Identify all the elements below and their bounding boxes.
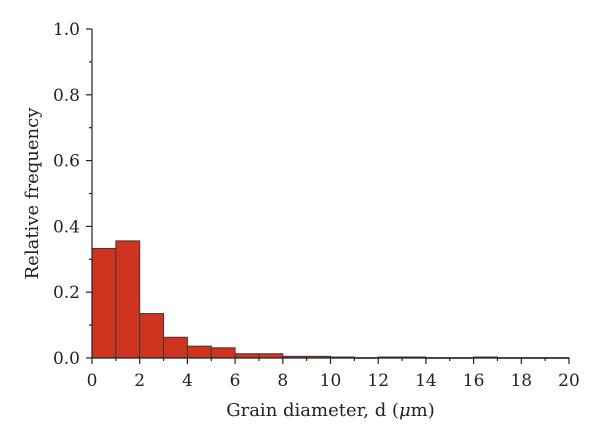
x-axis-title-mu: μ xyxy=(399,400,411,421)
y-tick-label-0: 0.0 xyxy=(53,349,80,369)
x-tick-label-2: 4 xyxy=(182,371,193,391)
bar-3 xyxy=(163,336,188,359)
bar-4 xyxy=(186,345,212,359)
y-tick-label-2: 0.4 xyxy=(53,217,80,237)
y-tick-label-5: 1.0 xyxy=(53,20,80,40)
y-tick-label-3: 0.6 xyxy=(53,152,80,172)
y-tick-label-1: 0.2 xyxy=(53,283,80,303)
bar-5 xyxy=(210,347,236,359)
bar-1 xyxy=(115,240,141,359)
x-axis-title-prefix: Grain diameter, d ( xyxy=(226,400,399,421)
x-tick-label-0: 0 xyxy=(87,371,98,391)
bars-group xyxy=(91,240,570,359)
x-tick-label-10: 20 xyxy=(558,371,580,391)
y-axis-title: Relative frequency xyxy=(22,107,43,280)
bar-2 xyxy=(139,313,165,359)
x-tick-label-7: 14 xyxy=(415,371,437,391)
y-ticks-group: 0.0 0.2 0.4 0.6 0.8 1.0 xyxy=(53,20,92,369)
x-axis-title: Grain diameter, d (μm) xyxy=(226,400,435,421)
x-ticks-group: 0 2 4 6 8 10 12 14 16 18 20 xyxy=(87,358,580,391)
x-tick-label-9: 18 xyxy=(510,371,532,391)
x-tick-label-6: 12 xyxy=(367,371,389,391)
x-tick-label-4: 8 xyxy=(277,371,288,391)
bar-0 xyxy=(91,247,117,359)
x-tick-label-5: 10 xyxy=(320,371,342,391)
x-tick-label-3: 6 xyxy=(230,371,241,391)
x-tick-label-8: 16 xyxy=(463,371,485,391)
y-tick-label-4: 0.8 xyxy=(53,86,80,106)
x-tick-label-1: 2 xyxy=(134,371,145,391)
axes-group xyxy=(91,29,569,359)
x-axis-title-suffix: m) xyxy=(411,400,435,421)
bar-7 xyxy=(258,353,284,359)
bar-6 xyxy=(234,353,260,359)
